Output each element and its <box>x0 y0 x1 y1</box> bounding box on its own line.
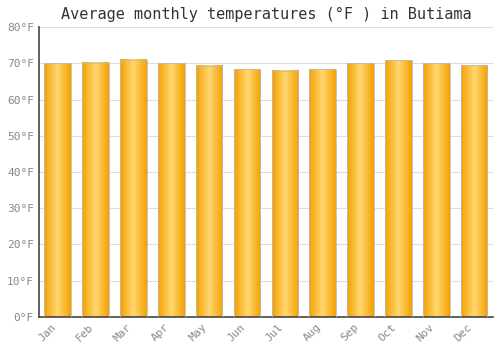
Bar <box>461 65 487 317</box>
Bar <box>44 63 71 317</box>
Bar <box>385 60 411 317</box>
Title: Average monthly temperatures (°F ) in Butiama: Average monthly temperatures (°F ) in Bu… <box>60 7 471 22</box>
Bar <box>348 63 374 317</box>
Bar <box>82 63 109 317</box>
Bar <box>196 66 222 317</box>
Bar <box>310 69 336 317</box>
Bar <box>234 69 260 317</box>
Bar <box>423 63 450 317</box>
Bar <box>272 71 298 317</box>
Bar <box>120 60 146 317</box>
Bar <box>158 63 184 317</box>
